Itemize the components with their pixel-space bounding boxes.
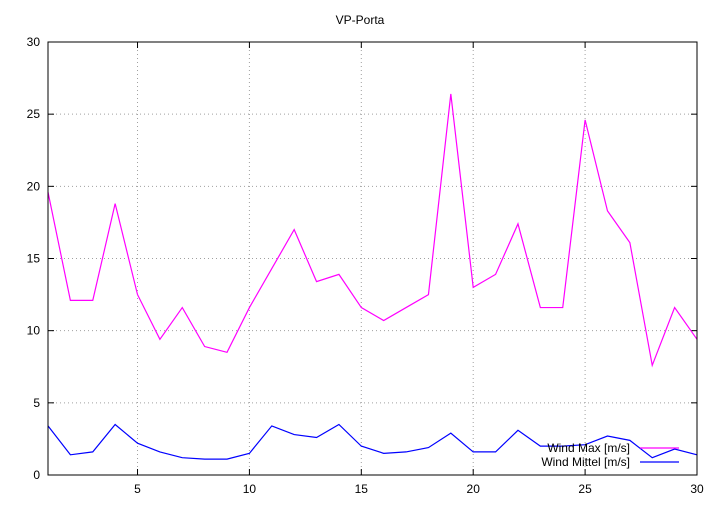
x-tick-label: 15 [355, 482, 369, 496]
y-tick-label: 25 [27, 107, 41, 121]
y-tick-label: 10 [27, 324, 41, 338]
y-tick-label: 30 [27, 35, 41, 49]
x-tick-label: 10 [243, 482, 257, 496]
plot-border [47, 41, 698, 476]
legend-label: Wind Mittel [m/s] [541, 455, 630, 469]
x-tick-label: 30 [690, 482, 704, 496]
chart-title: VP-Porta [336, 13, 385, 27]
legend: Wind Max [m/s]Wind Mittel [m/s] [541, 441, 679, 469]
legend-label: Wind Max [m/s] [547, 441, 630, 455]
x-tick-label: 20 [467, 482, 481, 496]
grid [48, 42, 697, 475]
series-line-wind-max [47, 93, 698, 368]
series-line-wind-mittel [47, 423, 698, 460]
series-lines [47, 93, 698, 460]
x-tick-label: 5 [134, 482, 141, 496]
y-tick-label: 15 [27, 252, 41, 266]
x-tick-label: 25 [578, 482, 592, 496]
y-tick-label: 5 [33, 396, 40, 410]
y-tick-label: 0 [33, 468, 40, 482]
y-tick-label: 20 [27, 179, 41, 193]
axis-ticks: 0 5 10 15 20 25 30 5 10 15 20 25 30 [27, 35, 704, 496]
